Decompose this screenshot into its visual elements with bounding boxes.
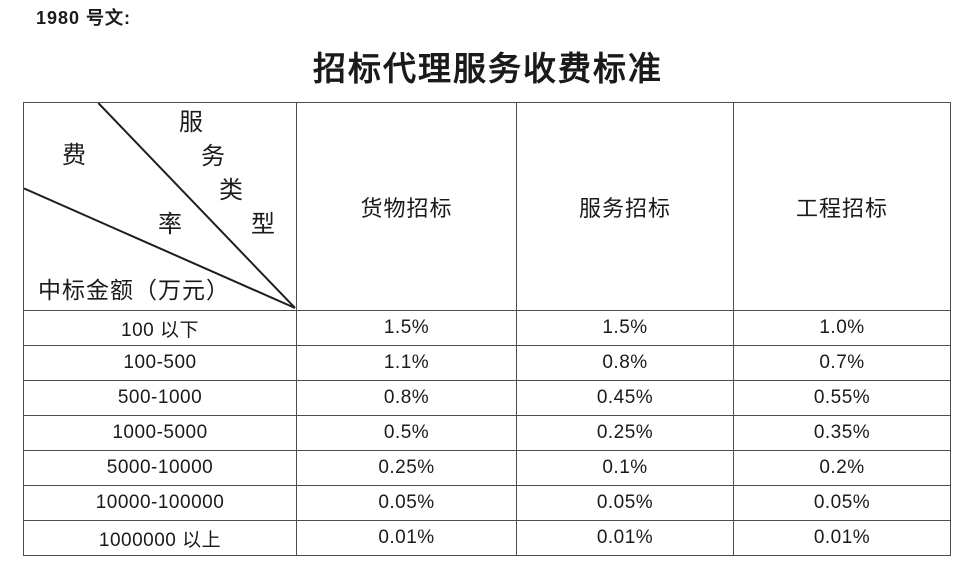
row-range-cell: 5000-10000 xyxy=(23,450,297,486)
row-range-cell: 500-1000 xyxy=(23,380,297,416)
rate-goods-cell: 0.05% xyxy=(296,485,517,521)
rate-goods-cell: 0.5% xyxy=(296,415,517,451)
rate-works-cell: 1.0% xyxy=(733,310,951,346)
row-range-cell: 1000-5000 xyxy=(23,415,297,451)
rate-works-cell: 0.35% xyxy=(733,415,951,451)
rate-services-cell: 0.1% xyxy=(516,450,734,486)
corner-label-service-3: 类 xyxy=(219,178,244,204)
rate-services-cell: 0.45% xyxy=(516,380,734,416)
page-title: 招标代理服务收费标准 xyxy=(313,52,663,88)
row-range-cell: 100 以下 xyxy=(23,310,297,346)
rate-services-cell: 0.05% xyxy=(516,485,734,521)
table-row: 5000-10000 0.25% 0.1% 0.2% xyxy=(23,450,951,486)
row-range-cell: 10000-100000 xyxy=(23,485,297,521)
row-range-cell: 100-500 xyxy=(23,345,297,381)
rate-goods-cell: 1.5% xyxy=(296,310,517,346)
table-row: 100-500 1.1% 0.8% 0.7% xyxy=(23,345,951,381)
diagonal-divider-lines xyxy=(24,103,296,309)
rate-works-cell: 0.55% xyxy=(733,380,951,416)
rate-services-cell: 0.8% xyxy=(516,345,734,381)
corner-label-service-1: 服 xyxy=(179,110,204,136)
row-range-cell: 1000000 以上 xyxy=(23,520,297,556)
column-header-goods: 货物招标 xyxy=(296,102,517,311)
rate-goods-cell: 1.1% xyxy=(296,345,517,381)
table-row: 1000000 以上 0.01% 0.01% 0.01% xyxy=(23,520,951,556)
header-row: 费 率 服 务 类 型 中标金额（万元） 货物招标 服务招标 工程招标 xyxy=(23,102,951,311)
corner-label-rate: 率 xyxy=(158,212,183,238)
rate-goods-cell: 0.25% xyxy=(296,450,517,486)
rate-works-cell: 0.05% xyxy=(733,485,951,521)
rate-works-cell: 0.01% xyxy=(733,520,951,556)
corner-header-cell: 费 率 服 务 类 型 中标金额（万元） xyxy=(23,102,297,311)
table-row: 100 以下 1.5% 1.5% 1.0% xyxy=(23,310,951,346)
table-row: 10000-100000 0.05% 0.05% 0.05% xyxy=(23,485,951,521)
table-row: 500-1000 0.8% 0.45% 0.55% xyxy=(23,380,951,416)
corner-label-service-4: 型 xyxy=(251,212,276,238)
rate-services-cell: 0.25% xyxy=(516,415,734,451)
corner-label-bid-amount: 中标金额（万元） xyxy=(38,278,230,303)
doc-number-label: 1980 号文: xyxy=(36,8,132,28)
corner-label-fee: 费 xyxy=(62,143,87,169)
rate-goods-cell: 0.01% xyxy=(296,520,517,556)
column-header-services: 服务招标 xyxy=(516,102,734,311)
fee-table: 费 率 服 务 类 型 中标金额（万元） 货物招标 服务招标 工程招标 100 … xyxy=(23,102,951,556)
column-header-works: 工程招标 xyxy=(733,102,951,311)
rate-services-cell: 0.01% xyxy=(516,520,734,556)
rate-goods-cell: 0.8% xyxy=(296,380,517,416)
corner-label-service-2: 务 xyxy=(201,144,226,170)
rate-services-cell: 1.5% xyxy=(516,310,734,346)
table-row: 1000-5000 0.5% 0.25% 0.35% xyxy=(23,415,951,451)
rate-works-cell: 0.7% xyxy=(733,345,951,381)
rate-works-cell: 0.2% xyxy=(733,450,951,486)
